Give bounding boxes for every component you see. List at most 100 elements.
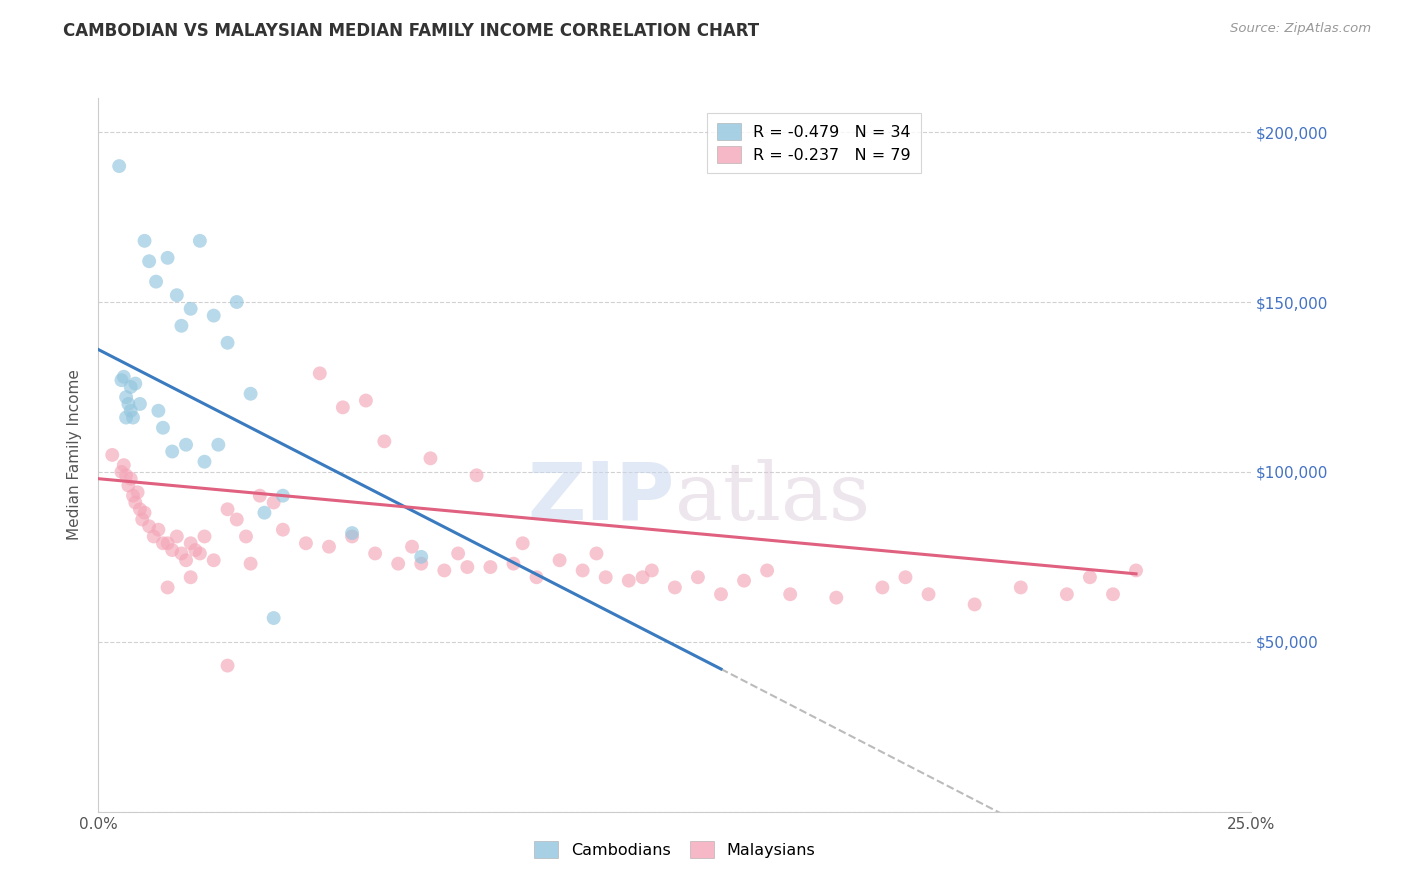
Point [595, 570, 617, 584]
Point [129, 502, 152, 516]
Point [631, 570, 654, 584]
Point [170, 318, 193, 333]
Point [1125, 564, 1147, 578]
Point [217, 658, 239, 673]
Point [401, 540, 423, 554]
Point [156, 581, 179, 595]
Point [138, 519, 160, 533]
Point [112, 458, 135, 472]
Text: ZIP: ZIP [527, 458, 675, 537]
Point [733, 574, 755, 588]
Point [108, 159, 131, 173]
Point [263, 611, 285, 625]
Point [115, 468, 138, 483]
Point [340, 529, 363, 543]
Point [340, 526, 363, 541]
Point [134, 506, 156, 520]
Point [548, 553, 571, 567]
Point [202, 309, 225, 323]
Point [354, 393, 377, 408]
Point [1078, 570, 1101, 584]
Text: CAMBODIAN VS MALAYSIAN MEDIAN FAMILY INCOME CORRELATION CHART: CAMBODIAN VS MALAYSIAN MEDIAN FAMILY INC… [63, 22, 759, 40]
Point [225, 295, 247, 310]
Point [373, 434, 395, 449]
Point [120, 380, 142, 394]
Point [117, 397, 139, 411]
Point [779, 587, 801, 601]
Point [686, 570, 709, 584]
Point [456, 560, 478, 574]
Point [295, 536, 318, 550]
Point [174, 438, 197, 452]
Point [148, 523, 170, 537]
Point [134, 234, 156, 248]
Text: atlas: atlas [675, 458, 870, 537]
Legend: Cambodians, Malaysians: Cambodians, Malaysians [527, 834, 823, 864]
Point [170, 546, 193, 560]
Point [249, 489, 271, 503]
Point [166, 529, 188, 543]
Point [124, 495, 146, 509]
Point [318, 540, 340, 554]
Point [239, 557, 262, 571]
Point [145, 275, 167, 289]
Point [156, 536, 179, 550]
Point [894, 570, 917, 584]
Point [479, 560, 502, 574]
Point [465, 468, 488, 483]
Point [152, 536, 174, 550]
Point [411, 549, 433, 564]
Point [571, 564, 593, 578]
Point [129, 397, 152, 411]
Text: Source: ZipAtlas.com: Source: ZipAtlas.com [1230, 22, 1371, 36]
Point [180, 570, 202, 584]
Point [138, 254, 160, 268]
Point [120, 472, 142, 486]
Point [122, 489, 145, 503]
Point [160, 543, 183, 558]
Point [184, 543, 207, 558]
Point [174, 553, 197, 567]
Point [207, 438, 229, 452]
Point [122, 410, 145, 425]
Point [202, 553, 225, 567]
Point [641, 564, 664, 578]
Point [110, 465, 132, 479]
Point [131, 512, 153, 526]
Point [188, 234, 211, 248]
Point [364, 546, 387, 560]
Point [263, 495, 285, 509]
Point [124, 376, 146, 391]
Point [917, 587, 939, 601]
Point [1010, 581, 1032, 595]
Point [1102, 587, 1125, 601]
Point [872, 581, 894, 595]
Point [664, 581, 686, 595]
Point [253, 506, 276, 520]
Point [411, 557, 433, 571]
Point [308, 367, 330, 381]
Point [239, 386, 262, 401]
Point [110, 373, 132, 387]
Point [120, 403, 142, 417]
Point [825, 591, 848, 605]
Point [142, 529, 165, 543]
Point [963, 598, 986, 612]
Point [387, 557, 409, 571]
Y-axis label: Median Family Income: Median Family Income [67, 369, 83, 541]
Point [193, 529, 215, 543]
Point [180, 536, 202, 550]
Point [271, 489, 294, 503]
Point [271, 523, 294, 537]
Point [112, 369, 135, 384]
Point [217, 335, 239, 350]
Point [756, 564, 779, 578]
Point [433, 564, 456, 578]
Point [166, 288, 188, 302]
Point [152, 421, 174, 435]
Point [117, 478, 139, 492]
Point [127, 485, 149, 500]
Point [180, 301, 202, 316]
Point [332, 401, 354, 415]
Point [101, 448, 124, 462]
